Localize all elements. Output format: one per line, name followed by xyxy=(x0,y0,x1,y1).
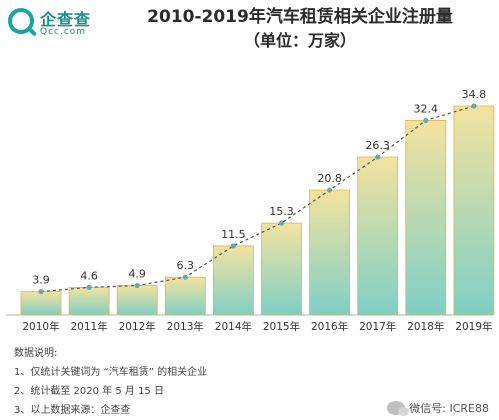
bar xyxy=(261,222,302,316)
data-point-marker xyxy=(471,103,477,109)
x-tick-label: 2010年 xyxy=(22,320,59,333)
wechat-watermark: 微信号: ICRE88 xyxy=(387,400,489,416)
logo-name: 企查查 xyxy=(40,10,92,29)
magnifier-icon xyxy=(8,8,34,34)
bar xyxy=(20,291,62,316)
bar xyxy=(116,285,158,316)
x-tick-label: 2013年 xyxy=(167,320,204,333)
data-point-marker xyxy=(134,282,140,289)
value-label: 4.6 xyxy=(80,269,98,282)
bar xyxy=(309,189,351,316)
x-tick-label: 2014年 xyxy=(215,320,252,333)
value-label: 32.4 xyxy=(414,102,439,115)
x-tick-label: 2018年 xyxy=(407,320,444,333)
bar xyxy=(405,120,447,316)
data-notes: 数据说明: 1、仅统计关键词为 “汽车租赁” 的相关企业 2、统计截至 2020… xyxy=(14,344,207,420)
chart-title: 2010-2019年汽车租赁相关企业注册量 xyxy=(147,7,453,27)
qcc-logo: 企查查 Qcc.com xyxy=(4,4,100,44)
x-tick-label: 2019年 xyxy=(455,320,492,333)
value-label: 11.5 xyxy=(221,228,246,241)
bar-chart: 3.9 4.6 4.9 6.3 11.5 15.3 20.8 26.3 32.4 34.8 201… xyxy=(6,88,495,333)
data-point-marker xyxy=(423,117,429,124)
value-label: 15.3 xyxy=(269,205,294,218)
note-item: 3、以上数据来源：企查查 xyxy=(14,405,131,416)
data-point-marker xyxy=(230,243,236,249)
value-label: 20.8 xyxy=(317,172,342,185)
x-tick-label: 2016年 xyxy=(311,320,348,333)
data-point-marker xyxy=(375,154,381,160)
note-item: 2、统计截至 2020 年 5 月 15 日 xyxy=(14,386,164,397)
logo-domain: Qcc.com xyxy=(40,27,87,37)
bar xyxy=(164,276,206,316)
data-point-marker xyxy=(278,220,285,226)
value-label: 26.3 xyxy=(365,139,390,152)
watermark-text: 微信号: ICRE88 xyxy=(409,402,489,415)
bar xyxy=(357,156,399,316)
value-label: 3.9 xyxy=(32,274,50,287)
x-tick-label: 2015年 xyxy=(263,320,300,333)
trend-line xyxy=(40,105,475,293)
data-point-marker xyxy=(327,187,333,193)
bar xyxy=(453,105,495,316)
chart-subtitle: （单位：万家） xyxy=(243,31,356,50)
data-point-marker xyxy=(182,274,188,280)
x-tick-label: 2011年 xyxy=(70,320,107,333)
x-tick-label: 2012年 xyxy=(119,320,156,333)
value-label: 6.3 xyxy=(177,259,195,272)
wechat-icon xyxy=(387,401,410,416)
data-point-marker xyxy=(38,288,44,295)
value-label: 4.9 xyxy=(128,268,146,281)
note-item: 1、仅统计关键词为 “汽车租赁” 的相关企业 xyxy=(14,367,208,378)
x-tick-label: 2017年 xyxy=(359,320,396,333)
bar xyxy=(68,286,110,316)
value-label: 34.8 xyxy=(462,88,487,101)
data-point-marker xyxy=(86,284,92,290)
notes-heading: 数据说明: xyxy=(14,348,58,359)
bar xyxy=(212,245,254,316)
